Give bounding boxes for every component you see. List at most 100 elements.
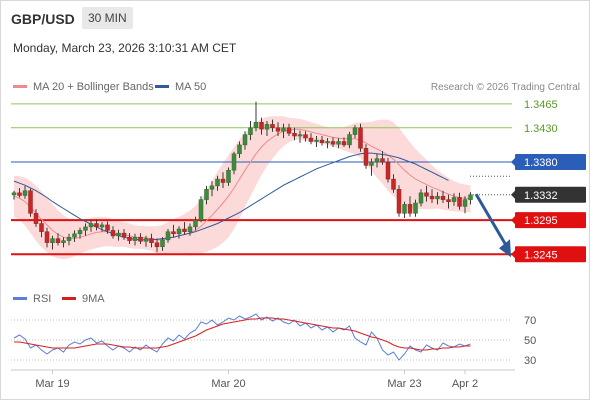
candle xyxy=(143,235,149,247)
candle xyxy=(468,192,473,205)
key-levels xyxy=(11,103,512,256)
candle xyxy=(149,233,154,248)
bullish-candle-body xyxy=(369,161,374,166)
candle xyxy=(286,123,292,136)
bearish-candle-body xyxy=(259,122,264,130)
bullish-candle-body xyxy=(215,178,220,187)
bullish-candle-body xyxy=(61,240,66,243)
bullish-candle-body xyxy=(336,141,341,145)
bullish-candle-body xyxy=(418,192,424,204)
rsi-legend-swatch xyxy=(13,297,27,300)
bearish-candle-body xyxy=(380,158,385,163)
candle xyxy=(105,221,110,234)
price-label-box xyxy=(515,186,586,203)
bearish-candle-body xyxy=(424,192,429,197)
bearish-candle-body xyxy=(28,190,33,214)
ma50-legend-label: MA 50 xyxy=(175,81,206,93)
candle xyxy=(336,138,341,149)
candle xyxy=(462,196,468,214)
bearish-candle-body xyxy=(154,242,160,248)
candle xyxy=(396,185,402,217)
candle xyxy=(33,209,39,227)
candle xyxy=(407,196,413,217)
bearish-candle-body xyxy=(171,231,176,235)
candle xyxy=(457,192,462,210)
ma20-line xyxy=(13,128,471,241)
ma50-line xyxy=(13,152,449,241)
bullish-candle-body xyxy=(165,231,171,241)
bollinger-bands xyxy=(14,116,471,260)
forecast-arrow xyxy=(474,193,511,258)
candle xyxy=(55,233,61,246)
candle xyxy=(369,158,374,176)
candle xyxy=(303,131,308,142)
candlesticks xyxy=(11,101,473,253)
candle xyxy=(325,138,330,149)
rsi-tick-label: 50 xyxy=(524,335,536,347)
candle xyxy=(44,227,50,248)
candle xyxy=(424,185,429,202)
candle xyxy=(402,201,407,218)
x-tick-label: Mar 19 xyxy=(35,378,69,390)
bearish-candle-body xyxy=(138,236,143,242)
bearish-candle-body xyxy=(303,134,308,139)
candle xyxy=(352,125,358,139)
candle xyxy=(253,101,259,132)
candle xyxy=(259,117,264,135)
candle xyxy=(66,233,72,246)
bullish-candle-body xyxy=(77,230,83,235)
price-label-text: 1.3380 xyxy=(524,157,558,169)
bearish-candle-body xyxy=(319,139,325,144)
bearish-candle-body xyxy=(385,161,391,180)
support-price-label: 1.3295 xyxy=(511,212,586,229)
rsi-ma-legend-swatch xyxy=(62,297,76,300)
bearish-candle-body xyxy=(55,238,61,243)
candle xyxy=(237,141,242,158)
bullish-candle-body xyxy=(226,169,231,183)
main-legend: MA 20 + Bollinger Bands MA 50 Research ©… xyxy=(13,81,580,93)
candle xyxy=(220,172,226,188)
bullish-candle-body xyxy=(231,153,237,171)
bullish-candle-body xyxy=(347,134,352,146)
candle xyxy=(270,119,275,132)
bearish-candle-body xyxy=(121,232,127,238)
bullish-candle-body xyxy=(83,226,88,231)
forecast-arrow-shaft xyxy=(474,193,508,247)
bullish-candle-body xyxy=(402,204,407,214)
credit-text: Research © 2026 Trading Central xyxy=(431,82,580,93)
candle xyxy=(83,223,88,236)
candle xyxy=(451,193,457,206)
bearish-candle-body xyxy=(358,127,363,149)
bearish-candle-body xyxy=(363,148,369,166)
bullish-candle-body xyxy=(204,189,209,200)
candle xyxy=(374,153,380,168)
candle xyxy=(341,137,347,147)
price-label-text: 1.3295 xyxy=(524,215,558,227)
bullish-candle-body xyxy=(22,190,28,196)
candle xyxy=(132,233,138,246)
support-price-label: 1.3245 xyxy=(511,246,586,263)
bullish-candle-body xyxy=(297,134,303,137)
bullish-candle-body xyxy=(116,232,121,237)
bearish-candle-body xyxy=(220,178,226,183)
candle xyxy=(61,237,66,248)
candle xyxy=(154,238,160,253)
timeframe-badge[interactable]: 30 MIN xyxy=(82,7,133,29)
candle xyxy=(215,175,220,191)
candle xyxy=(116,229,121,241)
candle xyxy=(209,181,215,197)
resistance-price-text: 1.3465 xyxy=(524,99,558,111)
x-tick-label: Mar 23 xyxy=(387,378,421,390)
candle xyxy=(204,185,209,205)
bullish-candle-body xyxy=(242,134,248,146)
candle xyxy=(248,121,253,141)
bullish-candle-body xyxy=(187,226,193,232)
candle xyxy=(440,190,446,203)
bullish-candle-body xyxy=(209,185,215,190)
bullish-candle-body xyxy=(435,195,440,200)
candle xyxy=(385,157,391,183)
chart-header: GBP/USD 30 MIN xyxy=(0,0,588,36)
forecast-arrow-head xyxy=(499,239,511,258)
candle xyxy=(138,233,143,244)
